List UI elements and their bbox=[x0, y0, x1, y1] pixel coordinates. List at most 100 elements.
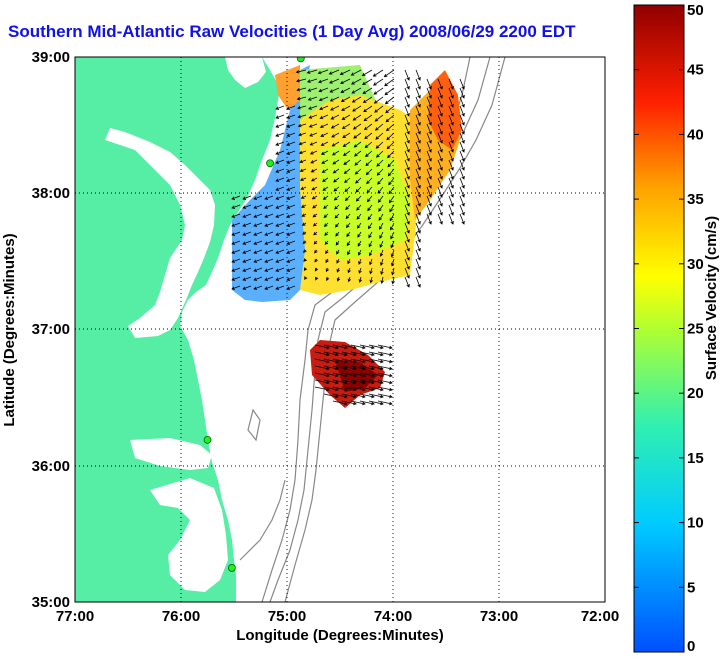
velocity-arrow bbox=[415, 141, 421, 153]
velocity-arrow bbox=[323, 358, 339, 364]
velocity-arrow bbox=[333, 195, 340, 201]
velocity-arrow bbox=[448, 213, 454, 225]
velocity-arrow bbox=[314, 365, 330, 371]
velocity-arrow bbox=[312, 213, 318, 218]
velocity-arrow bbox=[253, 249, 263, 254]
velocity-arrow bbox=[331, 132, 340, 138]
velocity-arrow bbox=[375, 141, 384, 149]
velocity-arrow bbox=[311, 186, 318, 191]
velocity-arrow bbox=[332, 372, 348, 378]
lon-tick-labels: 77:00 76:00 75:00 74:00 73:00 72:00 bbox=[56, 608, 619, 625]
velocity-arrow bbox=[298, 132, 307, 137]
velocity-arrow bbox=[376, 150, 384, 158]
velocity-arrow bbox=[334, 222, 340, 228]
velocity-arrow bbox=[322, 177, 329, 182]
velocity-arrow bbox=[352, 114, 362, 121]
velocity-arrow bbox=[390, 222, 395, 231]
velocity-arrow bbox=[377, 344, 393, 350]
velocity-arrow bbox=[340, 78, 351, 85]
velocity-arrow bbox=[231, 258, 241, 263]
velocity-arrow bbox=[362, 87, 373, 95]
velocity-arrow bbox=[448, 159, 454, 171]
velocity-arrow bbox=[350, 365, 366, 371]
velocity-arrow bbox=[448, 96, 454, 108]
velocity-arrow bbox=[318, 96, 329, 102]
radar-station-marker bbox=[203, 435, 212, 444]
lat-tick: 36:00 bbox=[32, 458, 70, 475]
velocity-arrow bbox=[253, 213, 263, 218]
velocity-arrow bbox=[368, 231, 373, 239]
velocity-arrow bbox=[346, 222, 351, 229]
velocity-arrow bbox=[380, 258, 384, 266]
colorbar-tick-label: 50 bbox=[687, 2, 704, 19]
velocity-arrow bbox=[404, 150, 410, 162]
velocity-arrow bbox=[391, 276, 395, 285]
velocity-arrow bbox=[332, 358, 348, 364]
velocity-arrow bbox=[448, 195, 454, 207]
velocity-arrow bbox=[341, 105, 351, 111]
velocity-arrow bbox=[309, 141, 318, 146]
velocity-arrow bbox=[369, 276, 373, 284]
velocity-arrow bbox=[344, 177, 351, 184]
velocity-arrow bbox=[319, 105, 329, 111]
velocity-arrow bbox=[341, 344, 357, 350]
velocity-arrow bbox=[459, 168, 465, 180]
velocity-arrow bbox=[415, 195, 421, 207]
colorbar-label: Surface Velocity (cm/s) bbox=[703, 216, 720, 380]
colorbar bbox=[633, 4, 685, 653]
velocity-arrow bbox=[253, 276, 263, 281]
velocity-arrow bbox=[437, 150, 443, 162]
velocity-arrow bbox=[415, 258, 421, 270]
velocity-arrow bbox=[323, 344, 339, 350]
velocity-arrows bbox=[231, 69, 465, 406]
velocity-arrow bbox=[377, 195, 384, 203]
velocity-arrow bbox=[306, 78, 318, 83]
velocity-arrow bbox=[366, 195, 373, 203]
velocity-arrow bbox=[302, 249, 307, 253]
velocity-arrow bbox=[404, 87, 410, 99]
colorbar-tick-label: 0 bbox=[687, 638, 695, 655]
velocity-arrow bbox=[295, 69, 307, 74]
velocity-arrow bbox=[448, 168, 454, 180]
velocity-arrow bbox=[459, 186, 465, 198]
velocity-arrow bbox=[388, 177, 395, 186]
velocity-arrow bbox=[415, 177, 421, 189]
velocity-arrow bbox=[231, 204, 241, 209]
velocity-arrow bbox=[253, 240, 263, 245]
velocity-arrow bbox=[437, 96, 443, 108]
velocity-arrow bbox=[379, 249, 384, 257]
velocity-arrow bbox=[328, 69, 340, 75]
velocity-arrow bbox=[357, 240, 362, 247]
velocity-arrow bbox=[390, 240, 395, 249]
pamlico-sound bbox=[150, 478, 228, 592]
velocity-arrow bbox=[308, 105, 318, 110]
velocity-arrow bbox=[404, 204, 410, 216]
velocity-arrow bbox=[404, 78, 410, 90]
velocity-arrow bbox=[297, 123, 307, 128]
velocity-arrow bbox=[459, 150, 465, 162]
colorbar-ticks: 0 5 10 15 20 25 30 35 40 45 50 bbox=[634, 2, 704, 655]
velocity-arrow bbox=[376, 159, 384, 167]
velocity-arrow bbox=[352, 105, 362, 112]
velocity-arrow bbox=[437, 159, 443, 171]
velocity-arrow bbox=[377, 358, 393, 364]
velocity-arrow bbox=[300, 186, 307, 190]
velocity-arrow bbox=[437, 168, 443, 180]
velocity-arrow bbox=[415, 114, 421, 126]
velocity-arrow bbox=[242, 267, 252, 272]
lat-tick: 38:00 bbox=[32, 185, 70, 202]
velocity-arrow bbox=[426, 204, 432, 216]
velocity-arrow bbox=[448, 114, 454, 126]
velocity-arrow bbox=[390, 231, 395, 240]
velocity-arrow bbox=[343, 168, 351, 175]
velocity-arrow bbox=[359, 365, 375, 371]
velocity-arrow bbox=[341, 123, 351, 129]
velocity-arrow bbox=[275, 276, 285, 281]
velocity-arrow bbox=[364, 132, 373, 140]
velocity-arrow bbox=[350, 386, 366, 392]
velocity-arrow bbox=[359, 358, 375, 364]
velocity-arrow bbox=[253, 258, 263, 263]
velocity-arrow bbox=[317, 78, 329, 84]
velocity-arrow bbox=[448, 87, 454, 99]
velocity-arrow bbox=[332, 159, 340, 165]
